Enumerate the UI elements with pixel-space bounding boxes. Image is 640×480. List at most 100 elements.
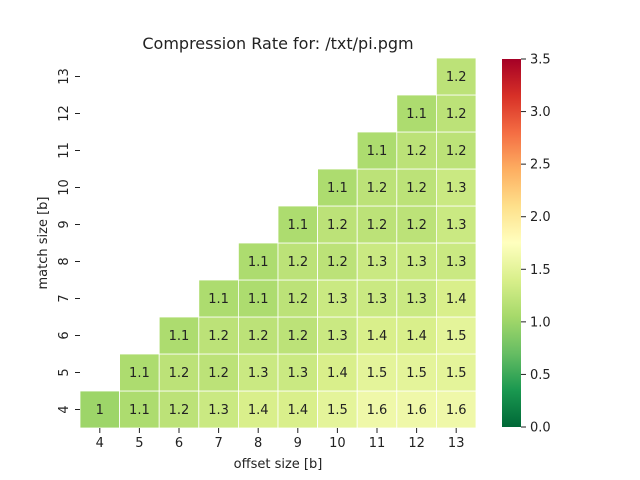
cell-value-label: 1.1 xyxy=(406,107,427,122)
heatmap-cell xyxy=(119,390,160,429)
heatmap-cell xyxy=(317,205,358,244)
y-tick-label: 13 xyxy=(57,68,72,85)
x-axis-label: offset size [b] xyxy=(234,457,323,472)
heatmap-cell xyxy=(435,205,477,244)
cell-value-label: 1.2 xyxy=(367,181,388,196)
y-axis-label: match size [b] xyxy=(36,197,51,290)
heatmap-cell xyxy=(356,242,398,281)
heatmap-cell xyxy=(435,353,477,392)
cell-value-label: 1.5 xyxy=(406,366,427,381)
cell-value-label: 1.1 xyxy=(169,329,190,344)
colorbar-tick-label: 3.0 xyxy=(530,105,551,120)
cell-value-label: 1.2 xyxy=(208,329,229,344)
x-tick-label: 4 xyxy=(96,436,104,451)
cell-value-label: 1.3 xyxy=(327,329,348,344)
cell-value-label: 1.4 xyxy=(367,329,388,344)
cell-value-label: 1.4 xyxy=(248,403,269,418)
x-tick-label: 5 xyxy=(135,436,143,451)
cell-value-label: 1.3 xyxy=(446,218,467,233)
colorbar-tick-label: 3.5 xyxy=(530,53,551,68)
colorbar xyxy=(502,59,521,427)
cell-value-label: 1.3 xyxy=(446,181,467,196)
cell-value-label: 1.1 xyxy=(248,292,269,307)
y-tick-label: 11 xyxy=(57,142,72,159)
heatmap-cell xyxy=(79,390,120,429)
cell-value-label: 1.1 xyxy=(327,181,348,196)
heatmap-cell xyxy=(435,57,477,96)
colorbar-tick-label: 0.0 xyxy=(530,421,551,436)
cell-value-label: 1.5 xyxy=(367,366,388,381)
heatmap-cell xyxy=(435,94,477,133)
heatmap-cell xyxy=(396,168,437,207)
x-axis: 4 5 6 7 8 9 10 11 12 13 xyxy=(96,428,465,451)
cell-value-label: 1.4 xyxy=(406,329,427,344)
cell-value-label: 1.1 xyxy=(367,144,388,159)
cell-value-label: 1 xyxy=(96,403,104,418)
x-tick-label: 13 xyxy=(448,436,465,451)
heatmap-cell xyxy=(317,353,358,392)
cell-value-label: 1.4 xyxy=(327,366,348,381)
cell-value-label: 1.1 xyxy=(129,366,150,381)
cell-value-label: 1.1 xyxy=(248,255,269,270)
cell-value-label: 1.3 xyxy=(367,292,388,307)
cell-value-label: 1.3 xyxy=(287,366,308,381)
cell-value-label: 1.6 xyxy=(406,403,427,418)
cell-value-label: 1.2 xyxy=(406,144,427,159)
cell-value-label: 1.3 xyxy=(406,255,427,270)
colorbar-tick-label: 1.5 xyxy=(530,263,551,278)
x-tick-label: 9 xyxy=(294,436,302,451)
x-tick-label: 8 xyxy=(254,436,262,451)
cell-value-label: 1.2 xyxy=(169,403,190,418)
cell-value-label: 1.3 xyxy=(406,292,427,307)
heatmap-cell xyxy=(277,390,318,429)
y-tick-label: 12 xyxy=(57,105,72,122)
heatmap-cell xyxy=(435,131,477,170)
heatmap-cell xyxy=(277,205,318,244)
heatmap-cell xyxy=(356,131,398,170)
cell-value-label: 1.2 xyxy=(208,366,229,381)
cell-value-label: 1.2 xyxy=(327,255,348,270)
cell-value-label: 1.2 xyxy=(327,218,348,233)
colorbar-tick-label: 2.0 xyxy=(530,210,551,225)
cell-value-label: 1.1 xyxy=(208,292,229,307)
x-tick-label: 12 xyxy=(408,436,425,451)
cell-value-label: 1.3 xyxy=(446,255,467,270)
heatmap-cell xyxy=(317,168,358,207)
colorbar-tick-label: 1.0 xyxy=(530,315,551,330)
y-axis: 4 5 6 7 8 9 10 11 12 13 xyxy=(57,68,80,414)
cell-value-label: 1.5 xyxy=(327,403,348,418)
y-tick-label: 9 xyxy=(57,220,72,228)
heatmap-cell xyxy=(158,353,200,392)
heatmap-cell xyxy=(198,279,239,318)
cell-value-label: 1.2 xyxy=(287,255,308,270)
heatmap-cell xyxy=(237,242,279,281)
heatmap-cell xyxy=(396,353,437,392)
cell-value-label: 1.2 xyxy=(406,181,427,196)
x-tick-label: 11 xyxy=(369,436,386,451)
x-tick-label: 7 xyxy=(214,436,222,451)
heatmap-cells: 1 1.1 1.2 1.3 1.4 1.4 1.5 1.6 1.6 1.6 1.1 1.2 1.2 1.3… xyxy=(79,57,477,429)
cell-value-label: 1.1 xyxy=(287,218,308,233)
heatmap-cell xyxy=(198,316,239,355)
cell-value-label: 1.2 xyxy=(406,218,427,233)
cell-value-label: 1.2 xyxy=(446,70,467,85)
cell-value-label: 1.1 xyxy=(129,403,150,418)
cell-value-label: 1.3 xyxy=(327,292,348,307)
cell-value-label: 1.2 xyxy=(287,329,308,344)
x-tick-label: 6 xyxy=(175,436,183,451)
cell-value-label: 1.2 xyxy=(248,329,269,344)
y-tick-label: 6 xyxy=(57,331,72,339)
cell-value-label: 1.3 xyxy=(367,255,388,270)
heatmap-cell xyxy=(356,168,398,207)
colorbar-tick-label: 2.5 xyxy=(530,158,551,173)
heatmap-cell xyxy=(198,353,239,392)
heatmap-cell xyxy=(435,390,477,429)
heatmap-cell xyxy=(356,353,398,392)
y-tick-label: 4 xyxy=(57,405,72,413)
colorbar-tick-label: 0.5 xyxy=(530,368,551,383)
x-tick-label: 10 xyxy=(329,436,346,451)
cell-value-label: 1.6 xyxy=(367,403,388,418)
heatmap-cell xyxy=(435,316,477,355)
heatmap-cell xyxy=(356,390,398,429)
